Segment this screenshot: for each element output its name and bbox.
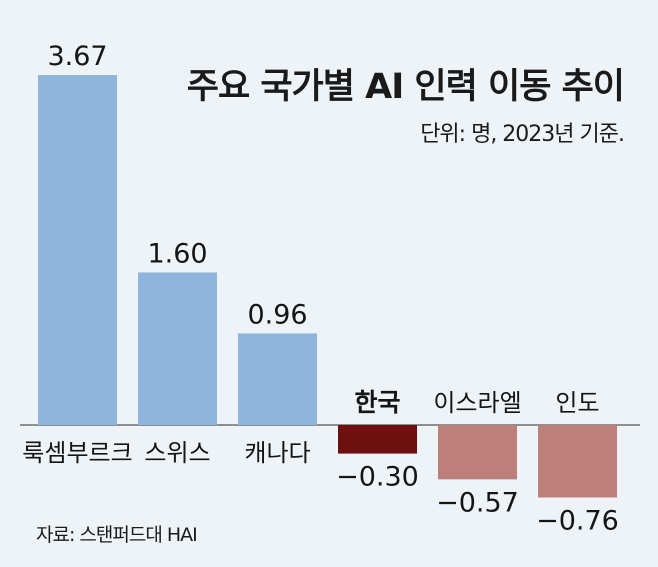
category-label-3: 한국 [354, 388, 400, 417]
value-label-3: −0.30 [336, 462, 419, 493]
value-label-1: 1.60 [147, 238, 207, 269]
bar-2 [238, 333, 317, 425]
category-label-5: 인도 [555, 389, 599, 417]
bar-1 [138, 272, 217, 425]
bar-5 [538, 425, 617, 498]
category-label-0: 룩셈부르크 [22, 439, 132, 467]
value-label-0: 3.67 [47, 41, 107, 72]
bar-4 [438, 425, 517, 480]
bar-3 [338, 425, 417, 454]
category-label-2: 캐나다 [244, 439, 310, 467]
bar-0 [38, 75, 117, 425]
chart-title: 주요 국가별 AI 인력 이동 추이 [186, 67, 625, 107]
category-label-1: 스위스 [144, 439, 210, 467]
value-label-2: 0.96 [247, 299, 307, 330]
value-label-4: −0.57 [436, 487, 519, 518]
unit-note: 단위: 명, 2023년 기준. [420, 122, 625, 147]
source-note: 자료: 스탠퍼드대 HAI [36, 524, 198, 546]
category-label-4: 이스라엘 [433, 389, 521, 417]
value-label-5: −0.76 [536, 505, 619, 536]
